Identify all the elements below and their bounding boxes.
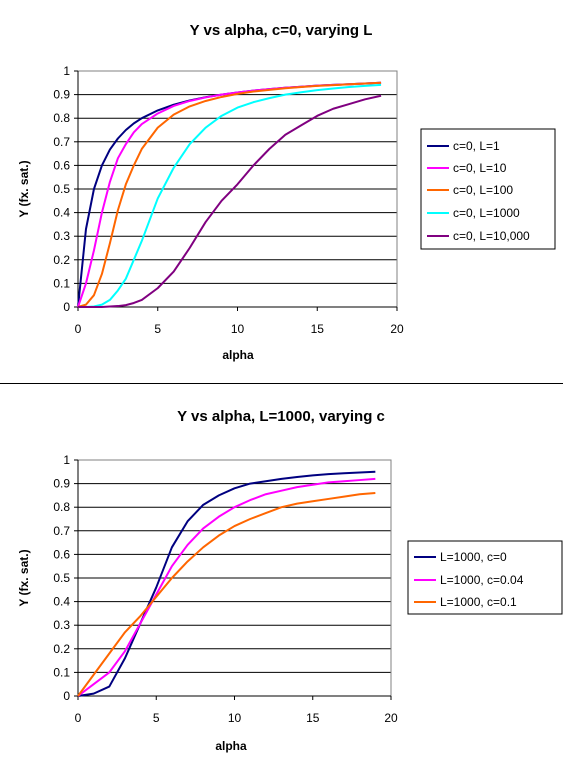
chart-1-legend-label: c=0, L=10 [453,161,507,175]
chart-1-ytick-label: 0.8 [53,111,70,125]
chart-2-legend-label: L=1000, c=0.04 [440,573,524,587]
chart-1-ytick-label: 0.3 [53,229,70,243]
chart-1-xtick-label: 0 [75,322,82,336]
chart-2-legend: L=1000, c=0 L=1000, c=0.04 L=1000, c=0.1 [407,540,563,615]
chart-1-ytick-label: 0.1 [53,276,70,290]
chart-1-ytick-label: 0 [63,300,70,314]
chart-1-series-line-2 [77,81,382,308]
chart-2-ytick-label: 0.6 [53,547,70,561]
chart-2-xtick-label: 10 [228,711,242,725]
chart-2-ytick-label: 0.5 [53,571,70,585]
chart-2-series-line-2 [77,492,376,697]
chart-1-ytick-label: 0.6 [53,158,70,172]
chart-2-legend-label: L=1000, c=0 [440,550,507,564]
chart-2-xtick-label: 20 [384,711,398,725]
chart-1-ytick-label: 0.9 [53,88,70,102]
chart-2-series-lines [77,470,376,697]
chart-1-ytick-label: 0.7 [53,135,70,149]
chart-2-gridlines [78,483,391,673]
chart-1-series-line-4 [78,94,382,308]
chart-1-xtick-label: 15 [311,322,325,336]
chart-2-y-tick-marks [74,459,78,697]
chart-2-series-line-1 [77,477,376,697]
chart-2-series-line-0 [77,470,376,697]
chart-1-ytick-label: 0.2 [53,253,70,267]
chart-2-ytick-label: 0.1 [53,665,70,679]
chart-1-series-line-3 [78,83,382,308]
chart-2-x-tick-marks [77,696,392,700]
chart-1-legend-label: c=0, L=100 [453,183,513,197]
chart-1-y-axis-title: Y (fx. sat.) [17,160,31,217]
chart-2-ytick-label: 0.9 [53,477,70,491]
chart-1-legend-label: c=0, L=1000 [453,206,520,220]
chart-1-x-tick-labels: 0 5 10 15 20 [75,322,404,336]
chart-1-ytick-label: 0.4 [53,206,70,220]
chart-2-ytick-label: 0.3 [53,618,70,632]
chart-1-gridlines [78,94,397,284]
chart-1-xtick-label: 10 [231,322,245,336]
chart-1-xtick-label: 5 [154,322,161,336]
chart-1-series-lines [77,81,382,308]
chart-2-ytick-label: 0.4 [53,595,70,609]
chart-1-y-tick-labels: 0 0.1 0.2 0.3 0.4 0.5 0.6 0.7 0.8 0.9 1 [53,64,70,314]
chart-2-xtick-label: 0 [75,711,82,725]
chart-2-xtick-label: 5 [153,711,160,725]
chart-2-ytick-label: 0.8 [53,500,70,514]
chart-1-title: Y vs alpha, c=0, varying L [190,22,373,39]
chart-1-ytick-label: 1 [63,64,70,78]
chart-2-ytick-label: 0.2 [53,642,70,656]
chart-2-y-axis-title: Y (fx. sat.) [17,549,31,606]
chart-1-ytick-label: 0.5 [53,182,70,196]
chart-2-x-axis-title: alpha [215,739,247,753]
chart-2-xtick-label: 15 [306,711,320,725]
chart-2-legend-label: L=1000, c=0.1 [440,595,517,609]
chart-2-ytick-label: 1 [63,453,70,467]
chart-1-y-tick-marks [74,70,78,308]
chart-1-legend-label: c=0, L=10,000 [453,229,530,243]
chart-2-title: Y vs alpha, L=1000, varying c [177,408,385,425]
chart-1-legend: c=0, L=1 c=0, L=10 c=0, L=100 c=0, L=100… [420,128,556,250]
chart-1-xtick-label: 20 [390,322,404,336]
chart-1-x-tick-marks [77,307,398,311]
chart-1-x-axis-title: alpha [222,348,254,362]
chart-2-y-tick-labels: 0 0.1 0.2 0.3 0.4 0.5 0.6 0.7 0.8 0.9 1 [53,453,70,703]
chart-2-ytick-label: 0.7 [53,524,70,538]
chart-1-legend-label: c=0, L=1 [453,139,500,153]
chart-y-vs-alpha-varying-l: Y vs alpha, c=0, varying L 0 0.1 0.2 0.3… [17,22,556,362]
chart-2-ytick-label: 0 [63,689,70,703]
chart-y-vs-alpha-varying-c: Y vs alpha, L=1000, varying c 0 0.1 0.2 … [17,408,563,753]
chart-2-x-tick-labels: 0 5 10 15 20 [75,711,398,725]
